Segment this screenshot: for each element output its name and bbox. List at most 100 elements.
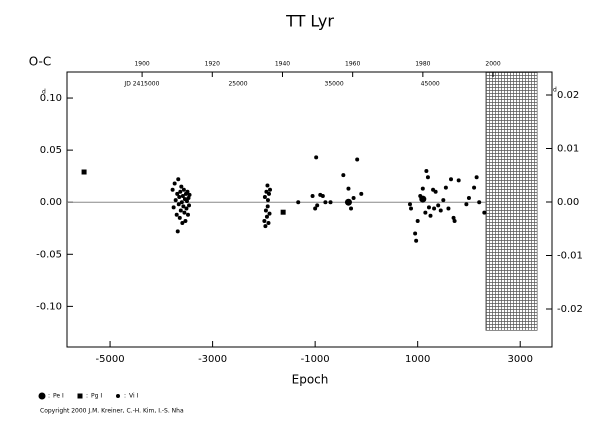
legend-label: Vi I: [129, 393, 139, 400]
y2-tick-label: 0.02: [557, 90, 579, 101]
point: [180, 221, 185, 226]
point: [171, 205, 176, 210]
point: [464, 202, 469, 207]
legend-separator: :: [48, 393, 50, 400]
point: [314, 155, 319, 160]
point: [425, 175, 430, 180]
jd-tick-label: 45000: [421, 81, 440, 88]
point: [173, 198, 178, 203]
point: [184, 206, 189, 211]
point: [323, 200, 328, 205]
y2-tick-label: 0.01: [557, 144, 579, 155]
point: [407, 202, 412, 207]
point: [266, 221, 271, 226]
point: [346, 186, 351, 191]
point: [296, 200, 301, 205]
point: [185, 212, 190, 217]
point: [413, 231, 418, 236]
point: [441, 198, 446, 203]
point: [181, 187, 186, 192]
year-tick-label: 2000: [485, 61, 500, 68]
point: [482, 210, 487, 215]
point: [409, 206, 414, 211]
point: [181, 204, 186, 209]
point: [433, 189, 438, 194]
point: [313, 206, 318, 211]
point: [328, 200, 333, 205]
x-tick-label: -5000: [96, 354, 125, 365]
point: [449, 177, 454, 182]
y-tick-label: -0.05: [36, 249, 62, 260]
x-tick-label: -3000: [198, 354, 227, 365]
point: [466, 196, 471, 201]
point: [170, 187, 175, 192]
point: [341, 173, 346, 178]
year-tick-label: 1980: [415, 61, 430, 68]
point: [424, 168, 429, 173]
point: [262, 195, 267, 199]
point: [426, 205, 431, 210]
point: [438, 208, 443, 213]
point: [184, 199, 189, 204]
y-tick-label: 0.10: [40, 93, 62, 104]
point: [472, 185, 477, 190]
legend-label: Pe I: [53, 393, 64, 400]
y-axis-label: O-C: [29, 55, 52, 69]
point: [418, 193, 423, 198]
point: [176, 177, 181, 182]
y-tick-label: -0.10: [36, 301, 62, 312]
point: [180, 193, 185, 198]
point: [179, 200, 184, 205]
point: [178, 208, 183, 213]
point: [185, 189, 190, 194]
point: [443, 185, 448, 190]
point: [183, 218, 188, 223]
point: [175, 191, 180, 196]
y-tick-label: 0.00: [40, 197, 62, 208]
x-tick-label: 3000: [507, 354, 532, 365]
point: [263, 224, 268, 229]
point: [349, 206, 354, 211]
y-unit: d: [42, 89, 46, 96]
point: [186, 196, 191, 201]
point: [428, 213, 433, 218]
point: [264, 214, 269, 219]
point: [187, 203, 192, 208]
jd-tick-label: JD 2415000: [123, 81, 159, 88]
point: [310, 193, 315, 198]
x-tick-label: 1000: [405, 354, 430, 365]
legend-separator: :: [86, 393, 88, 400]
point: [414, 238, 419, 243]
year-tick-label: 1940: [275, 61, 290, 68]
y2-tick-label: -0.01: [557, 251, 583, 262]
year-tick-label: 1920: [205, 61, 220, 68]
point: [446, 206, 451, 211]
jd-tick-label: 35000: [325, 81, 344, 88]
chart-title: TT Lyr: [285, 12, 334, 31]
point: [474, 175, 479, 180]
point: [265, 204, 270, 209]
point: [262, 218, 267, 223]
point: [182, 210, 187, 215]
point: [263, 208, 268, 213]
point: [320, 193, 325, 198]
point: [351, 196, 356, 201]
point-large: [344, 198, 352, 206]
point: [432, 206, 437, 211]
point: [177, 215, 182, 220]
point: [172, 181, 177, 186]
point: [187, 192, 192, 197]
y-tick-label: 0.05: [40, 145, 62, 156]
legend-separator: :: [124, 393, 126, 400]
point: [267, 211, 272, 216]
y2-tick-label: 0.00: [557, 197, 579, 208]
point: [423, 210, 428, 215]
jd-tick-label: 25000: [228, 81, 247, 88]
point: [415, 218, 420, 223]
point: [174, 212, 179, 217]
legend-label: Pg I: [91, 393, 102, 400]
copyright: Copyright 2000 J.M. Kreiner, C.-H. Kim, …: [40, 408, 184, 415]
x-tick-label: -1000: [301, 354, 330, 365]
x-axis-label: Epoch: [292, 373, 329, 387]
